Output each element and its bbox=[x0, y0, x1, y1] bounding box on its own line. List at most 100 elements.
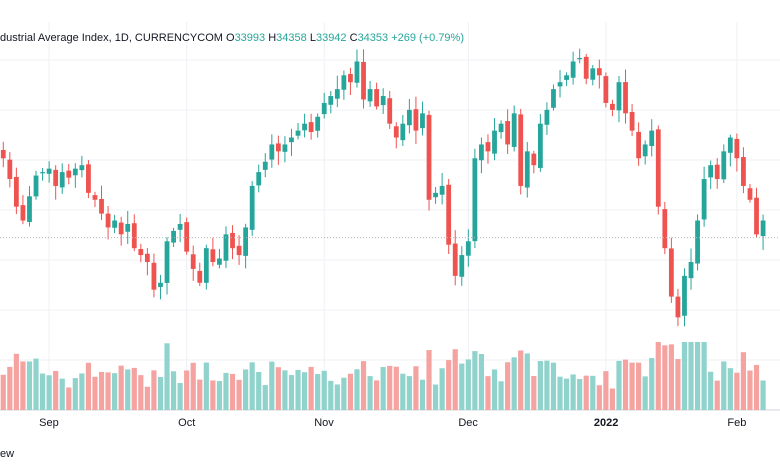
volume-bar bbox=[321, 370, 327, 410]
volume-bar bbox=[0, 374, 6, 410]
volume-bar bbox=[590, 375, 596, 410]
candle-body bbox=[426, 114, 432, 200]
volume-bar bbox=[465, 359, 471, 410]
volume-bar bbox=[753, 364, 760, 410]
candle-body bbox=[203, 248, 209, 283]
volume-bar bbox=[249, 362, 255, 410]
candle-body bbox=[328, 96, 334, 105]
candle-body bbox=[492, 130, 497, 154]
volume-bar bbox=[256, 372, 262, 410]
volume-bar bbox=[262, 385, 268, 410]
volume-bar bbox=[243, 369, 249, 410]
candle-body bbox=[210, 249, 216, 263]
volume-bar bbox=[609, 388, 616, 410]
candle-body bbox=[262, 161, 268, 170]
volume-bar bbox=[491, 369, 498, 410]
candle-body bbox=[217, 258, 222, 265]
candle-body bbox=[269, 144, 275, 160]
candle-body bbox=[33, 175, 39, 197]
volume-bar bbox=[354, 369, 360, 410]
candle-body bbox=[190, 254, 196, 269]
candle-body bbox=[315, 116, 321, 131]
candle-body bbox=[131, 223, 137, 249]
candle-body bbox=[721, 151, 727, 180]
candle-body bbox=[0, 149, 6, 159]
candle-body bbox=[197, 270, 203, 283]
candle-body bbox=[636, 131, 642, 159]
candle-body bbox=[544, 109, 550, 125]
candle-body bbox=[433, 192, 438, 198]
volume-bar bbox=[622, 359, 629, 410]
high-value: 34358 bbox=[276, 32, 307, 44]
candle-body bbox=[701, 179, 707, 220]
candle-body bbox=[59, 172, 65, 188]
volume-bar bbox=[727, 368, 733, 410]
candle-body bbox=[289, 137, 294, 143]
volume-bar bbox=[747, 370, 753, 410]
volume-bar bbox=[662, 345, 668, 410]
volume-bar bbox=[478, 354, 485, 410]
candle-body bbox=[53, 169, 59, 186]
volume-bar bbox=[387, 365, 393, 410]
volume-bar bbox=[26, 361, 33, 410]
volume-bar bbox=[701, 342, 707, 410]
candle-body bbox=[662, 209, 668, 249]
candle-body bbox=[655, 129, 661, 207]
volume-bar bbox=[681, 342, 688, 410]
volume-bar bbox=[341, 377, 347, 410]
candle-body bbox=[505, 121, 511, 145]
candle-body bbox=[642, 144, 648, 157]
candle-body bbox=[649, 130, 655, 146]
volume-bar bbox=[570, 374, 576, 410]
candle-body bbox=[747, 188, 753, 200]
candle-body bbox=[387, 98, 393, 124]
candle-body bbox=[675, 296, 681, 318]
candle-body bbox=[413, 109, 419, 131]
volume-bar bbox=[295, 369, 301, 410]
candle-body bbox=[374, 89, 380, 107]
volume-bar bbox=[197, 379, 203, 410]
x-tick-label: Sep bbox=[39, 417, 59, 429]
volume-bar bbox=[721, 361, 727, 410]
candle-body bbox=[498, 123, 504, 133]
volume-bar bbox=[459, 363, 465, 410]
change-value: +269 (+0.79%) bbox=[391, 32, 464, 44]
volume-bar bbox=[518, 350, 524, 410]
volume-bar bbox=[498, 381, 504, 410]
candle-body bbox=[564, 75, 569, 80]
volume-bar bbox=[216, 380, 223, 410]
volume-bar bbox=[66, 387, 72, 410]
candle-body bbox=[282, 144, 288, 152]
volume-bar bbox=[308, 366, 314, 410]
footer-link[interactable]: ew bbox=[0, 448, 15, 460]
volume-bar bbox=[432, 384, 439, 410]
volume-bar bbox=[7, 366, 13, 410]
high-label: H bbox=[268, 32, 277, 44]
volume-bar bbox=[367, 376, 373, 410]
volume-bar bbox=[72, 378, 78, 410]
candle-body bbox=[570, 61, 576, 78]
legend-header: dustrial Average Index, 1D, CURRENCYCOM … bbox=[0, 32, 464, 44]
volume-bar bbox=[734, 372, 740, 410]
candle-body bbox=[518, 114, 524, 186]
candle-body bbox=[361, 61, 366, 100]
volume-bar bbox=[393, 366, 399, 410]
x-tick-label: Oct bbox=[178, 417, 196, 429]
candle-body bbox=[537, 123, 543, 168]
volume-bar bbox=[203, 362, 209, 410]
volume-bar bbox=[92, 376, 98, 410]
candle-body bbox=[629, 111, 635, 131]
low-value: 33942 bbox=[315, 32, 347, 44]
volume-bar bbox=[740, 352, 747, 410]
volume-bar bbox=[714, 380, 720, 410]
volume-bar bbox=[46, 375, 52, 410]
volume-bar bbox=[583, 375, 589, 410]
candle-body bbox=[420, 113, 425, 129]
volume-bar bbox=[485, 376, 491, 410]
candle-body bbox=[302, 123, 307, 131]
volume-bar bbox=[131, 367, 137, 410]
volume-bar bbox=[668, 344, 674, 410]
volume-bar bbox=[374, 380, 380, 410]
candle-body bbox=[164, 241, 170, 283]
volume-bar bbox=[105, 372, 111, 410]
